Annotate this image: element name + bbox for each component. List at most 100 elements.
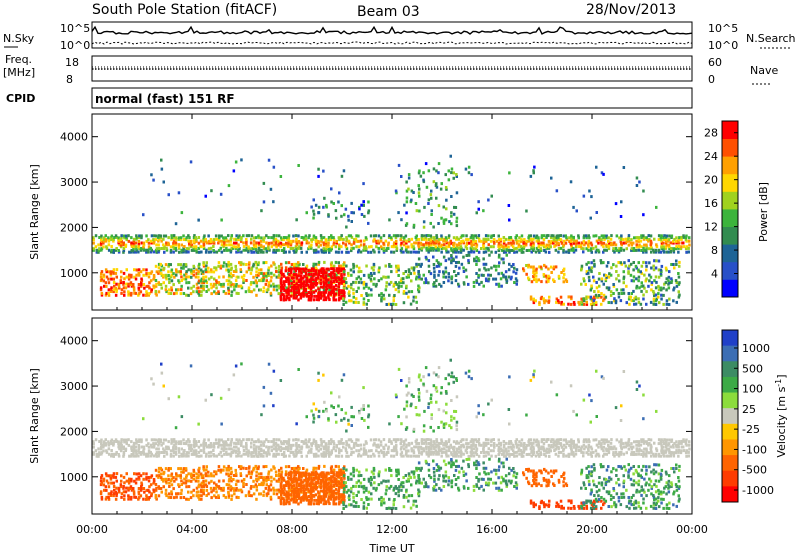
power-cell — [338, 191, 341, 195]
power-cell — [139, 270, 143, 274]
velocity-cell — [585, 451, 588, 455]
power-cell — [232, 245, 235, 249]
power-cell — [620, 262, 623, 266]
power-cell — [635, 176, 639, 180]
power-cell — [289, 247, 293, 250]
power-cell — [225, 263, 228, 267]
power-cell — [669, 250, 672, 254]
power-cell — [650, 250, 653, 254]
velocity-cell — [167, 492, 171, 496]
power-cell — [132, 250, 136, 254]
power-cell — [205, 290, 208, 293]
velocity-cell — [179, 467, 183, 471]
power-cell — [154, 264, 158, 268]
velocity-cell — [433, 445, 436, 449]
power-cell — [194, 275, 198, 279]
power-cell — [337, 271, 340, 275]
power-cell — [185, 281, 188, 285]
velocity-cell — [504, 447, 508, 451]
velocity-cell — [350, 451, 353, 454]
power-cell — [254, 247, 258, 250]
power-cell — [439, 262, 443, 266]
power-cell — [528, 238, 531, 242]
power-cell — [515, 241, 519, 245]
power-cell — [388, 293, 391, 297]
power-cell — [527, 278, 531, 282]
velocity-cell — [630, 442, 633, 446]
power-cell — [632, 299, 635, 302]
velocity-cell — [429, 438, 433, 442]
velocity-cell — [595, 443, 599, 447]
power-cell — [164, 284, 168, 288]
power-cell — [429, 221, 432, 225]
power-cell — [305, 292, 308, 296]
power-cell — [215, 286, 218, 290]
power-cell — [357, 234, 360, 238]
power-cell — [527, 276, 530, 280]
power-cell — [562, 248, 565, 252]
power-cell — [275, 234, 278, 238]
power-cell — [250, 250, 253, 254]
power-cell — [514, 277, 518, 281]
power-cell — [225, 248, 229, 252]
power-cell — [252, 262, 256, 266]
power-cell — [159, 268, 163, 272]
velocity-cell — [417, 445, 421, 449]
power-cell — [394, 243, 398, 247]
power-cell — [113, 248, 116, 252]
power-cell — [402, 236, 406, 240]
power-cell — [343, 280, 346, 284]
power-cell — [387, 236, 391, 239]
velocity-cell — [242, 445, 245, 449]
power-cell — [230, 293, 233, 297]
velocity-cell — [105, 450, 109, 454]
velocity-cell — [454, 454, 457, 458]
power-cell — [632, 249, 635, 252]
velocity-cell — [365, 452, 368, 456]
velocity-cell — [319, 438, 323, 442]
power-cell — [490, 194, 493, 198]
velocity-cell — [392, 449, 396, 453]
velocity-cell — [344, 447, 348, 451]
power-cell — [620, 246, 623, 250]
velocity-cell — [247, 452, 250, 456]
power-cell — [188, 241, 191, 245]
velocity-cell — [459, 445, 463, 449]
power-cell — [230, 290, 234, 294]
power-cell — [400, 235, 403, 239]
power-cell — [375, 239, 378, 243]
power-cell — [508, 250, 511, 254]
power-cell — [664, 241, 668, 245]
power-cell — [242, 248, 245, 252]
power-cell — [670, 277, 673, 281]
velocity-cell — [443, 442, 446, 445]
power-cell — [467, 250, 470, 254]
velocity-cell — [314, 454, 318, 458]
power-cell — [497, 241, 501, 245]
power-cell — [367, 286, 371, 290]
velocity-cell — [450, 451, 453, 455]
power-cell — [362, 182, 365, 186]
power-cell — [560, 302, 563, 306]
power-cell — [312, 209, 315, 213]
power-cell — [340, 291, 343, 295]
power-cell — [325, 247, 328, 251]
power-cell — [337, 200, 340, 204]
velocity-cell — [159, 466, 162, 470]
power-cell — [122, 241, 125, 245]
velocity-cell — [645, 447, 648, 451]
power-cell — [577, 234, 580, 238]
power-cell — [214, 266, 218, 270]
power-cell — [220, 239, 223, 243]
power-cell — [344, 300, 348, 304]
power-cell — [448, 245, 451, 249]
power-cell — [282, 272, 285, 276]
power-cell — [210, 270, 213, 274]
velocity-cell — [528, 442, 531, 446]
velocity-cell — [130, 447, 133, 451]
power-cell — [277, 284, 281, 288]
power-cell — [439, 187, 443, 191]
velocity-cell — [110, 454, 113, 458]
power-cell — [102, 239, 106, 243]
power-cell — [307, 269, 310, 273]
